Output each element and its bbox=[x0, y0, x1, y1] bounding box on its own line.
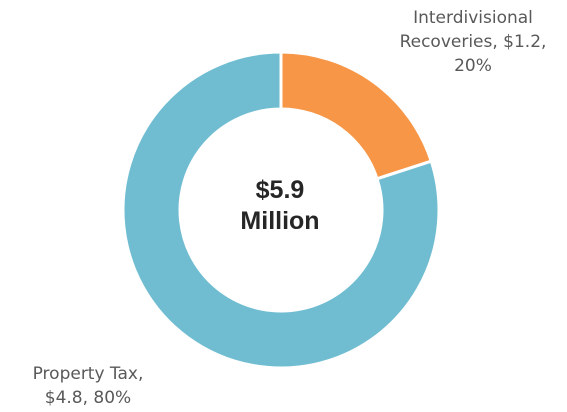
slice-label-line: 20% bbox=[454, 56, 492, 76]
slice-label-line: Property Tax, bbox=[32, 364, 144, 384]
slice-label-line: Recoveries, $1.2, bbox=[399, 32, 547, 52]
center-total-unit: Million bbox=[240, 207, 320, 235]
donut-center-total: $5.9 Million bbox=[200, 175, 360, 237]
slice-label-line: Interdivisional bbox=[413, 8, 533, 28]
center-total-value: $5.9 bbox=[255, 176, 305, 204]
slice-label-interdivisional-recoveries: Interdivisional Recoveries, $1.2, 20% bbox=[388, 6, 558, 78]
slice-label-property-tax: Property Tax, $4.8, 80% bbox=[0, 362, 176, 410]
slice-label-line: $4.8, 80% bbox=[44, 388, 132, 408]
donut-slice-property-tax bbox=[121, 50, 441, 370]
